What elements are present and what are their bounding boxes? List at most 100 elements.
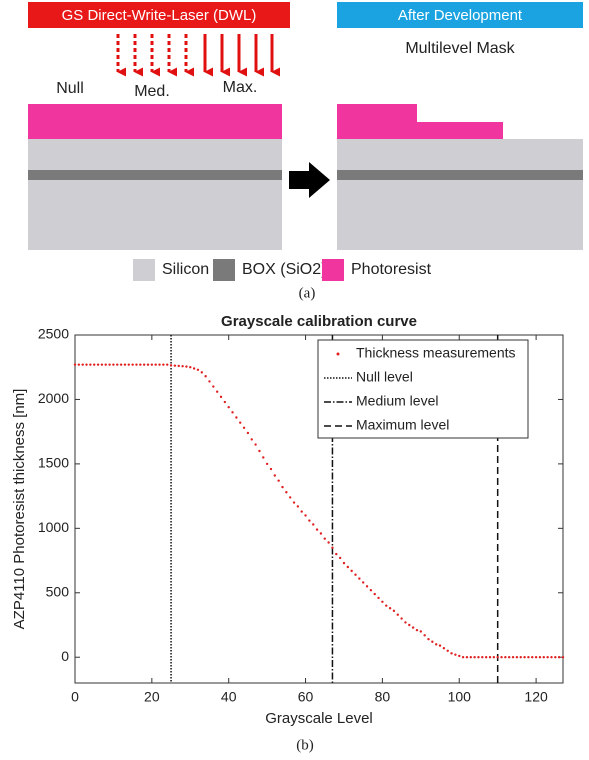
data-point <box>254 443 257 446</box>
data-point <box>285 491 288 494</box>
data-point <box>531 656 534 659</box>
banner-left-text: GS Direct-Write-Laser (DWL) <box>62 7 257 24</box>
y-tick-label: 1000 <box>38 519 69 535</box>
data-point <box>411 626 415 629</box>
dose-label: Med. <box>134 83 170 100</box>
process-arrow <box>289 162 330 198</box>
data-point <box>116 363 119 366</box>
x-tick-label: 60 <box>298 689 314 705</box>
data-point <box>431 640 434 643</box>
data-point <box>388 607 392 610</box>
data-point <box>442 647 446 650</box>
data-point <box>515 656 519 659</box>
data-point <box>419 630 423 633</box>
data-point <box>473 656 476 659</box>
data-point <box>139 363 142 366</box>
data-point <box>308 519 311 522</box>
data-point <box>242 426 246 429</box>
data-point <box>192 367 196 370</box>
photoresist <box>417 122 503 139</box>
data-point <box>538 656 542 659</box>
data-point <box>150 363 154 366</box>
legend-label: Maximum level <box>356 417 449 433</box>
x-axis-label: Grayscale Level <box>265 710 373 727</box>
data-point <box>100 363 104 366</box>
banner-right <box>337 2 583 28</box>
data-point <box>404 621 407 624</box>
data-point <box>450 652 453 655</box>
data-point <box>396 613 399 616</box>
data-point <box>235 416 238 419</box>
y-tick-label: 2500 <box>38 326 69 342</box>
data-point <box>93 363 96 366</box>
legend-label: Silicon <box>162 261 209 278</box>
data-point <box>177 364 180 368</box>
data-point <box>508 656 511 659</box>
data-point <box>96 363 100 366</box>
data-point <box>392 609 396 613</box>
legend-swatch <box>133 259 155 281</box>
data-point <box>292 501 296 504</box>
data-point <box>335 552 338 556</box>
data-point <box>484 656 488 659</box>
data-point <box>458 654 461 658</box>
data-point <box>415 628 419 632</box>
legend-swatch <box>213 259 235 281</box>
y-tick-label: 2000 <box>38 390 69 406</box>
y-tick-label: 0 <box>61 648 69 664</box>
data-point <box>223 400 227 404</box>
x-tick-label: 100 <box>448 689 472 705</box>
banner-left <box>28 2 290 28</box>
data-point <box>127 363 130 366</box>
data-point <box>323 537 326 540</box>
legend-label: Null level <box>356 369 413 385</box>
data-point <box>315 528 319 531</box>
x-tick-label: 80 <box>375 689 391 705</box>
data-point <box>354 573 357 576</box>
data-point <box>346 565 350 569</box>
data-point <box>400 617 403 620</box>
data-point <box>446 649 449 652</box>
data-point <box>262 456 265 459</box>
data-point <box>119 363 123 366</box>
data-point <box>227 405 230 409</box>
data-point <box>500 656 503 659</box>
legend-label: Thickness measurements <box>356 345 516 361</box>
data-point <box>108 363 111 366</box>
data-point <box>204 375 207 378</box>
data-point <box>142 363 146 366</box>
data-point <box>239 421 242 424</box>
data-point <box>377 596 380 600</box>
data-point <box>146 363 150 366</box>
legend-label: Photoresist <box>351 261 432 278</box>
data-point <box>465 656 469 659</box>
data-point <box>246 431 250 435</box>
data-point <box>73 363 77 366</box>
x-tick-label: 120 <box>524 689 548 705</box>
y-tick-label: 1500 <box>38 455 69 471</box>
data-point <box>231 411 234 414</box>
data-point <box>561 656 565 659</box>
data-point <box>461 656 465 659</box>
data-point <box>496 656 499 659</box>
data-point <box>77 363 81 366</box>
data-point <box>85 363 88 366</box>
data-point <box>546 656 549 659</box>
photoresist <box>337 104 417 139</box>
data-point <box>477 656 480 659</box>
legend-swatch <box>322 259 344 281</box>
data-point <box>361 581 365 584</box>
x-tick-label: 20 <box>144 689 160 705</box>
data-point <box>89 363 92 366</box>
caption: (b) <box>296 737 314 753</box>
data-point <box>365 585 369 588</box>
photoresist <box>28 104 282 139</box>
data-point <box>212 385 215 388</box>
legend-label: Medium level <box>356 393 438 409</box>
data-point <box>504 656 507 659</box>
data-point <box>250 438 253 441</box>
data-point <box>527 656 530 659</box>
data-point <box>304 514 307 517</box>
data-point <box>288 496 292 499</box>
